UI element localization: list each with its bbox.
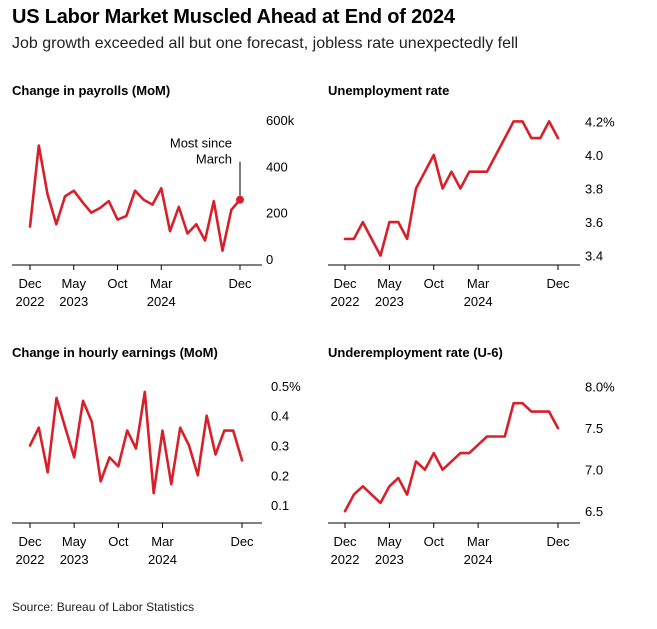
x-tick-label: Dec <box>333 276 357 291</box>
x-tick-label: Dec <box>228 276 252 291</box>
y-tick-label: 6.5 <box>585 504 603 519</box>
chart-title: Change in payrolls (MoM) <box>12 83 170 98</box>
x-tick-label: Mar <box>467 534 490 549</box>
annotation-label: March <box>196 152 232 167</box>
chart-panel-2: Unemployment rate 3.4 3.6 3.8 4.0 4.2% Dec 2022… <box>328 83 615 309</box>
y-tick-label: 4.0 <box>585 148 603 163</box>
series-line <box>28 390 244 495</box>
x-tick-year-label: 2023 <box>375 294 404 309</box>
x-tick-year-label: 2024 <box>464 552 493 567</box>
x-tick-year-label: 2022 <box>16 294 45 309</box>
x-tick-year-label: 2022 <box>331 294 360 309</box>
x-tick-year-label: 2022 <box>331 552 360 567</box>
y-tick-label: 0.4 <box>271 409 289 424</box>
x-tick-label: Oct <box>424 534 445 549</box>
y-tick-label: 0.1 <box>271 498 289 513</box>
x-tick-year-label: 2022 <box>16 552 45 567</box>
x-tick-year-label: 2024 <box>148 552 177 567</box>
y-tick-label: 7.0 <box>585 463 603 478</box>
y-tick-label: 400 <box>266 159 288 174</box>
x-tick-label: May <box>377 276 402 291</box>
y-tick-label: 0 <box>266 252 273 267</box>
chart-title: Change in hourly earnings (MoM) <box>12 345 218 360</box>
page-title: US Labor Market Muscled Ahead at End of … <box>12 6 455 28</box>
series-line <box>343 401 560 513</box>
y-tick-label: 3.6 <box>585 215 603 230</box>
y-tick-label: 8.0% <box>585 380 615 395</box>
chart-panel-1: Change in payrolls (MoM) 0 200 400 600k Dec 20… <box>12 83 295 309</box>
x-tick-label: Dec <box>333 534 357 549</box>
series-line <box>343 120 560 257</box>
x-tick-label: Dec <box>546 534 570 549</box>
x-tick-year-label: 2024 <box>147 294 176 309</box>
x-tick-label: Mar <box>467 276 490 291</box>
x-tick-label: May <box>62 534 87 549</box>
x-tick-label: May <box>61 276 86 291</box>
y-tick-label: 600k <box>266 113 295 128</box>
chart-title: Unemployment rate <box>328 83 449 98</box>
source-note: Source: Bureau of Labor Statistics <box>12 600 195 614</box>
x-tick-label: Mar <box>150 276 173 291</box>
y-tick-label: 0.3 <box>271 439 289 454</box>
y-tick-label: 4.2% <box>585 114 615 129</box>
y-tick-label: 0.2 <box>271 468 289 483</box>
x-tick-label: Oct <box>107 276 128 291</box>
x-tick-year-label: 2023 <box>60 552 89 567</box>
x-tick-year-label: 2023 <box>59 294 88 309</box>
y-tick-label: 7.5 <box>585 421 603 436</box>
y-tick-label: 0.5% <box>271 379 301 394</box>
x-tick-label: Dec <box>18 534 42 549</box>
x-tick-label: Dec <box>546 276 570 291</box>
x-tick-year-label: 2023 <box>375 552 404 567</box>
x-tick-label: Dec <box>18 276 42 291</box>
chart-panel-4: Underemployment rate (U-6) 6.5 7.0 7.5 8.0% D… <box>328 345 615 567</box>
x-tick-label: Dec <box>230 534 254 549</box>
x-tick-label: Oct <box>424 276 445 291</box>
chart-title: Underemployment rate (U-6) <box>328 345 503 360</box>
annotation-label: Most since <box>170 136 232 151</box>
page-subtitle: Job growth exceeded all but one forecast… <box>12 35 519 52</box>
x-tick-label: May <box>377 534 402 549</box>
y-tick-label: 3.8 <box>585 182 603 197</box>
chart-panel-3: Change in hourly earnings (MoM) 0.1 0.2 0.3… <box>12 345 301 567</box>
x-tick-label: Oct <box>108 534 129 549</box>
annotation-point <box>236 195 244 204</box>
series-line <box>28 144 242 252</box>
x-tick-label: Mar <box>151 534 174 549</box>
y-tick-label: 200 <box>266 206 288 221</box>
y-tick-label: 3.4 <box>585 249 603 264</box>
x-tick-year-label: 2024 <box>464 294 493 309</box>
